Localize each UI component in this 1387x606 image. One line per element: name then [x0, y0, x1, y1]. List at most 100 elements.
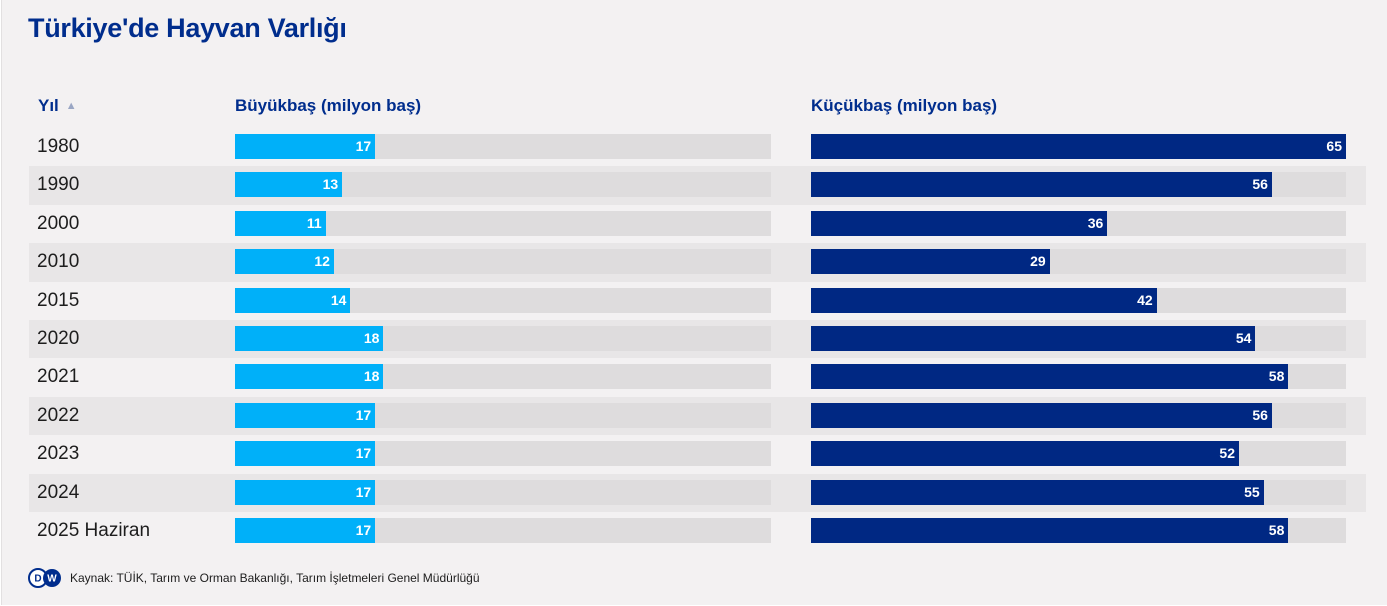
buyukbas-bar[interactable]: 14	[235, 287, 351, 313]
kucukbas-bar[interactable]: 54	[811, 325, 1256, 351]
table-row: 2025 Haziran 17 58	[29, 512, 1366, 550]
source-line: D W Kaynak: TÜİK, Tarım ve Orman Bakanlı…	[28, 567, 480, 589]
sort-ascending-icon[interactable]: ▲	[65, 100, 77, 112]
buyukbas-bar[interactable]: 11	[235, 210, 326, 236]
table-row: 2020 18 54	[29, 319, 1366, 359]
kucukbas-value-label: 42	[1137, 291, 1153, 308]
table-row: 2023 17 52	[29, 435, 1366, 473]
kucukbas-bar-track: 54	[811, 325, 1346, 351]
buyukbas-value-label: 11	[306, 214, 322, 231]
buyukbas-bar-track: 17	[235, 479, 771, 505]
kucukbas-bar-track: 29	[811, 249, 1346, 275]
dw-logo-icon: D W	[28, 568, 61, 588]
table-row: 1980 17 65	[29, 128, 1366, 166]
kucukbas-bar-track: 56	[811, 402, 1346, 428]
buyukbas-value-label: 14	[330, 291, 347, 308]
buyukbas-value-label: 17	[355, 483, 372, 500]
year-label: 2000	[37, 212, 80, 234]
buyukbas-value-label: 17	[355, 445, 372, 462]
year-label: 2022	[37, 404, 80, 426]
table-row: 2000 11 36	[29, 205, 1366, 243]
kucukbas-value-label: 56	[1252, 176, 1268, 193]
kucukbas-value-label: 36	[1087, 214, 1104, 231]
buyukbas-bar[interactable]: 12	[235, 249, 334, 275]
buyukbas-bar-track: 12	[235, 249, 771, 275]
table-row: 1990 13 56	[29, 166, 1366, 205]
kucukbas-value-label: 55	[1244, 483, 1260, 500]
buyukbas-value-label: 17	[355, 521, 372, 538]
buyukbas-bar-track: 18	[235, 325, 771, 351]
svg-text:D: D	[34, 574, 41, 585]
kucukbas-value-label: 54	[1235, 329, 1252, 346]
svg-text:W: W	[47, 574, 57, 585]
chart-title: Türkiye'de Hayvan Varlığı	[28, 13, 347, 43]
kucukbas-bar[interactable]: 56	[811, 402, 1272, 428]
buyukbas-value-label: 17	[355, 406, 372, 423]
kucukbas-bar-track: 65	[811, 134, 1346, 159]
buyukbas-bar-track: 17	[235, 134, 771, 159]
kucukbas-value-label: 56	[1252, 406, 1268, 423]
buyukbas-bar[interactable]: 17	[235, 441, 376, 467]
table-row: 2022 17 56	[29, 396, 1366, 436]
kucukbas-bar-track: 52	[811, 441, 1346, 467]
kucukbas-bar-track: 55	[811, 479, 1346, 505]
kucukbas-bar-track: 42	[811, 287, 1346, 313]
kucukbas-value-label: 65	[1326, 138, 1342, 154]
year-label: 2025 Haziran	[37, 519, 151, 541]
buyukbas-bar[interactable]: 17	[235, 517, 376, 543]
buyukbas-bar-track: 14	[235, 287, 771, 313]
buyukbas-bar[interactable]: 17	[235, 134, 376, 159]
buyukbas-bar-track: 13	[235, 172, 771, 198]
buyukbas-bar[interactable]: 13	[235, 172, 343, 198]
buyukbas-value-label: 17	[355, 138, 372, 154]
year-label: 2020	[37, 327, 80, 349]
year-column-header[interactable]: Yıl ▲	[38, 96, 77, 116]
kucukbas-value-label: 58	[1268, 368, 1285, 385]
buyukbas-bar[interactable]: 18	[235, 325, 384, 351]
year-column-label: Yıl	[38, 96, 59, 115]
kucukbas-value-label: 58	[1268, 521, 1285, 538]
buyukbas-column-header[interactable]: Büyükbaş (milyon baş)	[235, 96, 422, 115]
buyukbas-bar-track: 18	[235, 364, 771, 390]
kucukbas-bar[interactable]: 58	[811, 364, 1289, 390]
buyukbas-value-label: 18	[363, 329, 380, 346]
kucukbas-bar-track: 58	[811, 517, 1346, 543]
kucukbas-bar-track: 36	[811, 210, 1346, 236]
buyukbas-value-label: 13	[322, 176, 339, 193]
kucukbas-value-label: 29	[1030, 253, 1046, 270]
buyukbas-bar-track: 11	[235, 210, 771, 236]
table-row: 2010 12 29	[29, 243, 1366, 282]
buyukbas-bar[interactable]: 17	[235, 479, 376, 505]
buyukbas-bar[interactable]: 17	[235, 402, 376, 428]
year-label: 2015	[37, 289, 80, 311]
kucukbas-bar[interactable]: 42	[811, 287, 1157, 313]
kucukbas-bar[interactable]: 52	[811, 441, 1239, 467]
data-table: 1980 17 65 1990 13 56 2000 11 36 2010 12 29 2015 14 42…	[29, 128, 1366, 550]
kucukbas-bar-track: 58	[811, 364, 1346, 390]
buyukbas-bar-track: 17	[235, 402, 771, 428]
table-row: 2021 18 58	[29, 358, 1366, 396]
kucukbas-bar[interactable]: 65	[811, 134, 1346, 159]
kucukbas-bar[interactable]: 55	[811, 479, 1264, 505]
kucukbas-bar[interactable]: 56	[811, 172, 1272, 198]
year-label: 1980	[37, 136, 80, 157]
buyukbas-bar[interactable]: 18	[235, 364, 384, 390]
source-text: Kaynak: TÜİK, Tarım ve Orman Bakanlığı, …	[70, 571, 480, 585]
buyukbas-value-label: 12	[314, 253, 330, 270]
buyukbas-value-label: 18	[363, 368, 380, 385]
year-label: 2024	[37, 481, 80, 503]
table-row: 2024 17 55	[29, 473, 1366, 512]
kucukbas-bar-track: 56	[811, 172, 1346, 198]
kucukbas-bar[interactable]: 58	[811, 517, 1289, 543]
kucukbas-bar[interactable]: 36	[811, 210, 1108, 236]
buyukbas-bar-track: 17	[235, 441, 771, 467]
year-label: 2010	[37, 251, 80, 273]
kucukbas-bar[interactable]: 29	[811, 249, 1050, 275]
kucukbas-value-label: 52	[1219, 445, 1235, 462]
year-label: 2021	[37, 366, 80, 388]
year-label: 2023	[37, 443, 80, 465]
kucukbas-column-header[interactable]: Küçükbaş (milyon baş)	[811, 96, 998, 115]
buyukbas-bar-track: 17	[235, 517, 771, 543]
table-row: 2015 14 42	[29, 282, 1366, 320]
